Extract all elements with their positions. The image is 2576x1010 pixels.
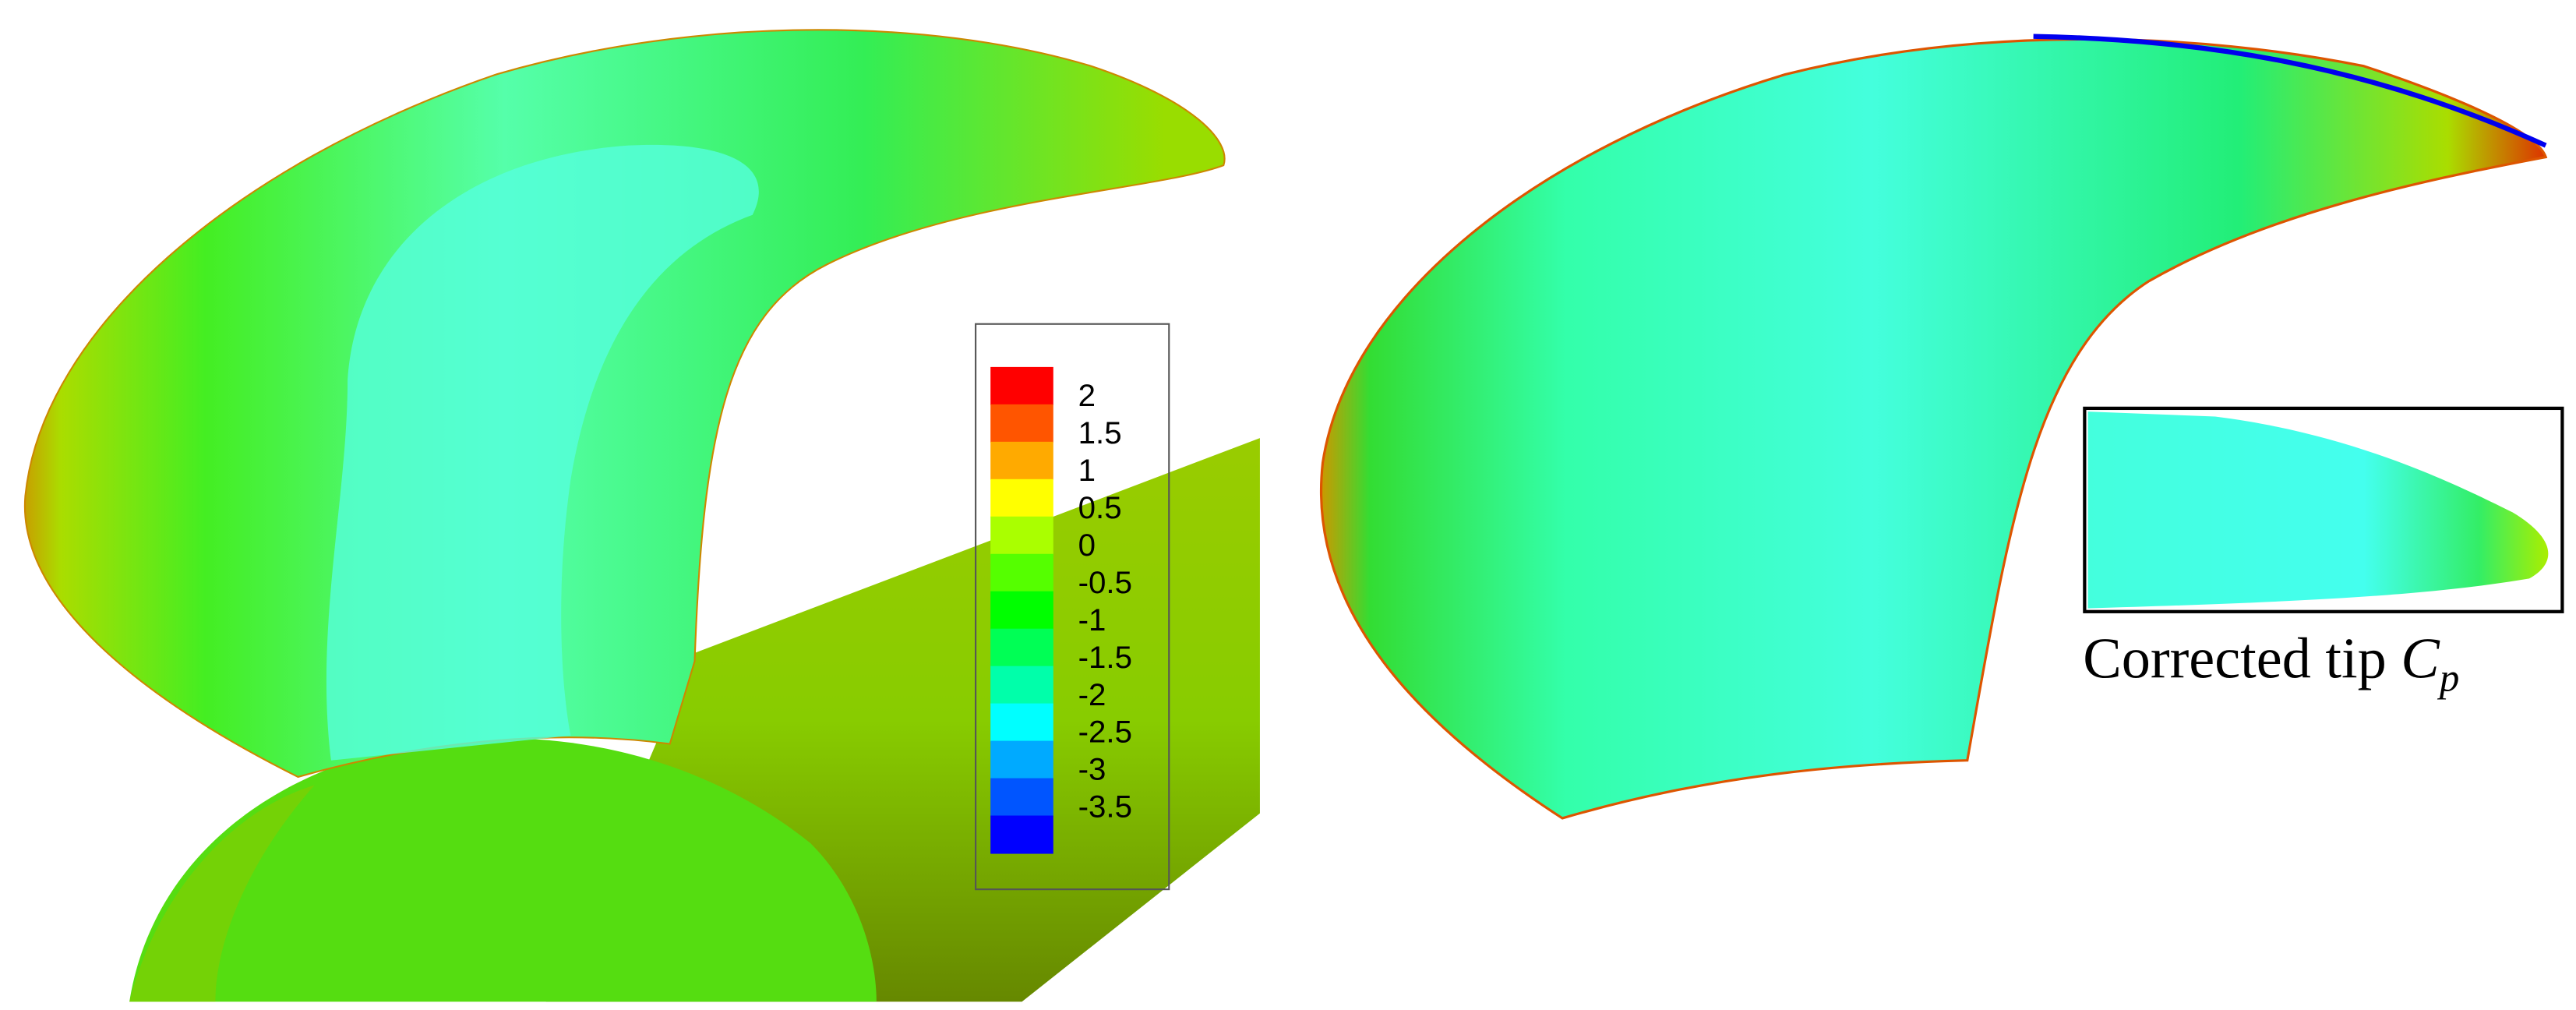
legend-swatch: [990, 479, 1053, 517]
legend-label: 2: [1078, 378, 1096, 413]
legend-label: 1.5: [1078, 415, 1122, 450]
caption-subscript: p: [2437, 657, 2459, 701]
right-blade-tip-edge: [2033, 34, 2547, 148]
legend-swatch: [990, 591, 1053, 630]
legend-label: -1: [1078, 602, 1106, 637]
legend-label: -3: [1078, 752, 1106, 787]
legend-swatch: [990, 366, 1053, 405]
left-blade: [23, 29, 1226, 779]
legend-label: -3.5: [1078, 789, 1132, 825]
legend-swatch: [990, 666, 1053, 705]
legend-swatch: [990, 815, 1053, 854]
legend-frame: [975, 323, 1170, 891]
legend-swatch: [990, 628, 1053, 667]
caption-symbol: C: [2401, 627, 2440, 691]
legend-swatch: [990, 703, 1053, 742]
legend: 21.510.50-0.5-1-1.5-2-2.5-3-3.5: [990, 366, 1132, 854]
legend-label: -1.5: [1078, 640, 1132, 675]
legend-swatch: [990, 740, 1053, 779]
hub-shade: [129, 785, 315, 1002]
caption-text: Corrected tip: [2083, 627, 2401, 691]
legend-label: -2.5: [1078, 715, 1132, 750]
legend-label: -0.5: [1078, 565, 1132, 600]
left-blade-core: [326, 144, 759, 761]
inset-tip: [2087, 411, 2549, 609]
legend-label: 0: [1078, 528, 1096, 563]
legend-swatch: [990, 516, 1053, 555]
legend-label: -2: [1078, 677, 1106, 712]
right-blade: [1320, 37, 2548, 820]
legend-swatch: [990, 441, 1053, 480]
caption: Corrected tip Cp: [2083, 627, 2459, 701]
legend-swatch: [990, 778, 1053, 817]
legend-label: 0.5: [1078, 490, 1122, 525]
hub: [129, 737, 877, 1002]
legend-label: 1: [1078, 453, 1096, 488]
legend-swatch: [990, 553, 1053, 592]
legend-swatch: [990, 404, 1053, 443]
